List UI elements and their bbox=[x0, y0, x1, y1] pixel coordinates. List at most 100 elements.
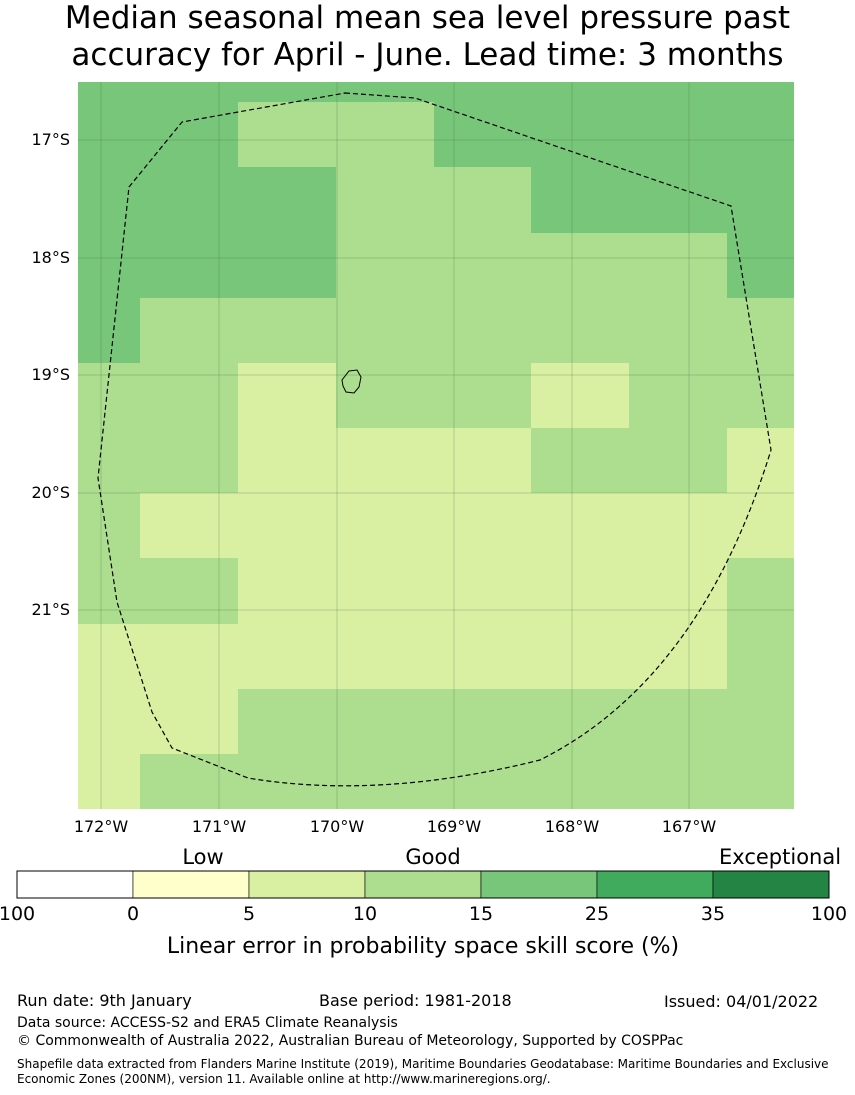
grid-cell bbox=[140, 298, 238, 363]
grid-cell bbox=[531, 233, 629, 298]
grid-cell bbox=[531, 754, 629, 809]
issued-date: Issued: 04/01/2022 bbox=[664, 992, 819, 1011]
lon-label-172w: 172°W bbox=[74, 817, 129, 836]
grid-cell bbox=[78, 82, 140, 102]
grid-cell bbox=[78, 558, 140, 624]
grid-cell bbox=[140, 82, 238, 102]
grid-cell bbox=[531, 167, 629, 233]
niue-coastline bbox=[341, 369, 362, 394]
lat-label-19s: 19°S bbox=[31, 365, 70, 384]
grid-cell bbox=[238, 493, 336, 558]
grid-cell bbox=[629, 82, 727, 102]
grid-cell bbox=[629, 493, 727, 558]
grid-cell bbox=[140, 233, 238, 298]
skill-score-grid bbox=[78, 82, 794, 809]
grid-cell bbox=[140, 624, 238, 689]
colorbar-segment bbox=[248, 870, 366, 899]
title-line-1: Median seasonal mean sea level pressure … bbox=[64, 0, 791, 36]
colorbar-segment bbox=[712, 870, 830, 899]
grid-cell bbox=[727, 363, 794, 428]
colorbar-tick-0: 100 bbox=[0, 903, 35, 925]
grid-cell bbox=[78, 428, 140, 493]
colorbar-tick-7: 100 bbox=[811, 903, 847, 925]
colorbar-tick-2: 5 bbox=[243, 903, 255, 925]
grid-cell bbox=[727, 689, 794, 754]
graticule bbox=[78, 82, 794, 809]
grid-cell bbox=[336, 624, 434, 689]
colorbar-tick-3: 10 bbox=[353, 903, 377, 925]
grid-cell bbox=[531, 363, 629, 428]
grid-cell bbox=[727, 493, 794, 558]
grid-cell bbox=[531, 428, 629, 493]
grid-cell bbox=[629, 624, 727, 689]
grid-cell bbox=[727, 754, 794, 809]
lon-label-167w: 167°W bbox=[662, 817, 717, 836]
lon-label-169w: 169°W bbox=[427, 817, 482, 836]
colorbar-tick-5: 25 bbox=[585, 903, 609, 925]
grid-cell bbox=[727, 624, 794, 689]
grid-cell bbox=[336, 689, 434, 754]
shapefile-credit: Shapefile data extracted from Flanders M… bbox=[17, 1057, 829, 1086]
grid-cell bbox=[78, 493, 140, 558]
title-line-2: accuracy for April - June. Lead time: 3 … bbox=[71, 37, 784, 73]
colorbar-frame bbox=[16, 870, 830, 899]
grid-cell bbox=[336, 493, 434, 558]
grid-cell bbox=[434, 689, 531, 754]
copyright: © Commonwealth of Australia 2022, Austra… bbox=[17, 1033, 684, 1049]
grid-cell bbox=[238, 298, 336, 363]
lon-label-171w: 171°W bbox=[192, 817, 247, 836]
grid-cell bbox=[434, 102, 531, 167]
grid-cell bbox=[434, 82, 531, 102]
lat-label-21s: 21°S bbox=[31, 600, 70, 619]
grid-cell bbox=[629, 428, 727, 493]
grid-cell bbox=[434, 363, 531, 428]
grid-cell bbox=[336, 102, 434, 167]
grid-cell bbox=[140, 102, 238, 167]
grid-cell bbox=[629, 558, 727, 624]
grid-cell bbox=[531, 558, 629, 624]
grid-cell bbox=[629, 363, 727, 428]
grid-cell bbox=[238, 82, 336, 102]
lat-label-20s: 20°S bbox=[31, 483, 70, 502]
grid-cell bbox=[727, 558, 794, 624]
grid-cell bbox=[78, 233, 140, 298]
grid-cell bbox=[434, 558, 531, 624]
legend-label-exceptional: Exceptional bbox=[719, 845, 841, 869]
grid-cell bbox=[140, 493, 238, 558]
colorbar-tick-4: 15 bbox=[469, 903, 493, 925]
grid-cell bbox=[434, 167, 531, 233]
grid-cell bbox=[78, 167, 140, 233]
grid-cell bbox=[434, 298, 531, 363]
grid-cell bbox=[336, 167, 434, 233]
grid-cell bbox=[238, 689, 336, 754]
grid-cell bbox=[78, 754, 140, 809]
grid-cell bbox=[140, 167, 238, 233]
eez-boundary bbox=[97, 92, 772, 787]
grid-cell bbox=[140, 428, 238, 493]
colorbar bbox=[16, 870, 830, 899]
grid-cell bbox=[727, 298, 794, 363]
grid-cell bbox=[336, 82, 434, 102]
grid-cell bbox=[531, 82, 629, 102]
grid-cell bbox=[336, 363, 434, 428]
grid-cell bbox=[140, 558, 238, 624]
grid-cell bbox=[727, 233, 794, 298]
run-date: Run date: 9th January bbox=[17, 991, 192, 1010]
grid-cell bbox=[629, 754, 727, 809]
colorbar-tick-1: 0 bbox=[127, 903, 139, 925]
grid-cell bbox=[238, 102, 336, 167]
grid-cell bbox=[727, 102, 794, 167]
grid-cell bbox=[434, 493, 531, 558]
grid-cell bbox=[238, 428, 336, 493]
grid-cell bbox=[531, 493, 629, 558]
grid-cell bbox=[531, 624, 629, 689]
grid-cell bbox=[78, 102, 140, 167]
lat-label-17s: 17°S bbox=[31, 130, 70, 149]
grid-cell bbox=[336, 558, 434, 624]
legend-label-low: Low bbox=[182, 845, 223, 869]
grid-cell bbox=[727, 167, 794, 233]
grid-cell bbox=[434, 624, 531, 689]
grid-cell bbox=[78, 624, 140, 689]
grid-cell bbox=[531, 298, 629, 363]
